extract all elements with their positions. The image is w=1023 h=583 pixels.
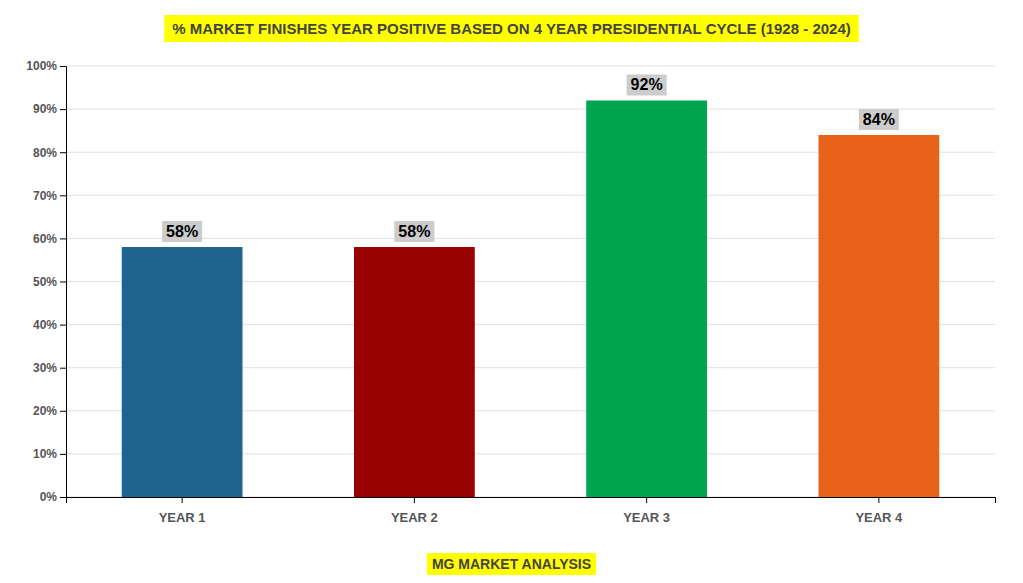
tick: 90% [33,102,66,116]
tick-mark [60,282,66,283]
data-label-background [394,221,434,242]
bar [122,247,243,497]
tick-label: 10% [33,447,57,461]
tick-label: YEAR 2 [391,510,438,525]
tick-mark [414,497,415,503]
title: % MARKET FINISHES YEAR POSITIVE BASED ON… [172,20,851,37]
tick: 10% [33,447,66,461]
tick: 50% [33,275,66,289]
tick-label: 90% [33,102,57,116]
title-background [164,15,859,42]
tick-label: YEAR 3 [623,510,670,525]
data-label: 58% [398,223,430,240]
subtitle: MG MARKET ANALYSIS [432,556,591,572]
tick-mark [60,454,66,455]
bar [586,100,707,497]
data-label-background [627,74,667,95]
grid [66,66,995,497]
tick-mark [60,497,66,498]
tick-mark [646,497,647,503]
data-label-background [859,109,899,130]
tick-label: 0% [40,490,58,504]
tick: 40% [33,318,66,332]
data-label: 58% [166,223,198,240]
tick-mark [60,66,66,67]
tick-label: 80% [33,146,57,160]
tick-mark [60,109,66,110]
tick: 100% [26,59,66,73]
tick-label: 100% [26,59,57,73]
tick-mark [60,238,66,239]
tick-label: 30% [33,361,57,375]
tick-label: 20% [33,404,57,418]
grid-line [66,66,995,67]
tick-label: 60% [33,232,57,246]
tick-label: YEAR 4 [855,510,903,525]
data-label-group: 84% [859,109,899,130]
tick: YEAR 4 [855,497,903,525]
tick-mark [878,497,879,503]
tick: YEAR 3 [623,497,670,525]
data-label-group: 58% [394,221,434,242]
subtitle-background [427,553,596,575]
bar [354,247,475,497]
bar [818,135,939,497]
tick: 70% [33,189,66,203]
bars [122,100,940,497]
tick-label: YEAR 1 [159,510,206,525]
tick-label: 70% [33,189,57,203]
tick-mark [182,497,183,503]
tick-mark [60,152,66,153]
tick-mark [60,368,66,369]
tick: 80% [33,146,66,160]
tick: 30% [33,361,66,375]
tick-label: 40% [33,318,57,332]
title-group: % MARKET FINISHES YEAR POSITIVE BASED ON… [164,15,859,42]
data-label-group: 58% [162,221,202,242]
tick: YEAR 2 [391,497,438,525]
y-axis: 0% 10% 20% 30% 40% 50% 60% 70% 80% 90% 100% [26,59,66,504]
tick: 0% [40,490,66,504]
data-label: 84% [863,111,895,128]
data-label-group: 92% [627,74,667,95]
x-axis: YEAR 1 YEAR 2 YEAR 3 YEAR 4 [67,497,996,525]
subtitle-group: MG MARKET ANALYSIS [427,553,596,575]
tick-label: 50% [33,275,57,289]
tick-mark [60,195,66,196]
tick-mark [60,411,66,412]
data-label: 92% [631,76,663,93]
data-labels: 58% 58% 92% 84% [162,74,899,242]
tick-mark [60,325,66,326]
chart-svg: % MARKET FINISHES YEAR POSITIVE BASED ON… [0,0,1023,583]
tick: 20% [33,404,66,418]
tick: 60% [33,232,66,246]
tick: YEAR 1 [159,497,206,525]
chart-container: % MARKET FINISHES YEAR POSITIVE BASED ON… [0,0,1023,583]
data-label-background [162,221,202,242]
axis-line [67,498,996,504]
grid-line [66,109,995,110]
plot-area: 0%10%20%30%40%50%60%70%80%90%100%YEAR 1Y… [26,59,995,524]
axis-line [60,67,67,498]
